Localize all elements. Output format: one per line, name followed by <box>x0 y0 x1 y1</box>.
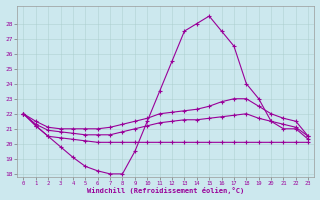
X-axis label: Windchill (Refroidissement éolien,°C): Windchill (Refroidissement éolien,°C) <box>87 187 244 194</box>
